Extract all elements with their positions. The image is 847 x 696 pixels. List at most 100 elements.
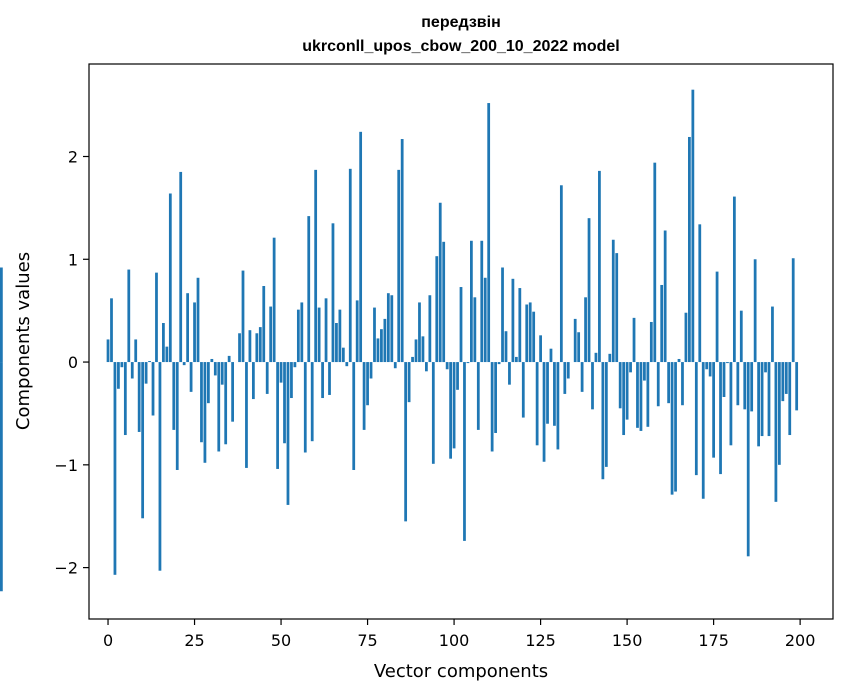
bar-93 xyxy=(428,295,432,363)
bar-54 xyxy=(293,362,297,368)
bar-44 xyxy=(258,327,262,363)
bar-103 xyxy=(463,362,466,541)
bar-36 xyxy=(231,362,234,422)
bar-192 xyxy=(771,306,774,363)
bar-97 xyxy=(442,241,446,363)
bar-190 xyxy=(764,362,767,373)
bar-98 xyxy=(445,362,449,370)
bar-9 xyxy=(137,362,141,432)
x-axis-label: Vector components xyxy=(374,661,548,682)
bar-173 xyxy=(705,362,709,370)
bar-18 xyxy=(168,193,172,363)
bar-33 xyxy=(220,362,224,385)
bar-146 xyxy=(611,239,615,363)
bar-99 xyxy=(449,362,452,459)
bar-78 xyxy=(376,338,380,363)
x-axis-ticks: 0 25 50 75 100 125 150 175 200 xyxy=(103,619,815,650)
bar-119 xyxy=(518,288,522,363)
bar-55 xyxy=(296,309,300,363)
bar-133 xyxy=(566,362,570,379)
bar-159 xyxy=(656,362,660,407)
bar-71 xyxy=(352,362,356,470)
bar-161 xyxy=(663,230,667,363)
bar-109 xyxy=(483,277,487,363)
bar-120 xyxy=(521,362,525,418)
bar-58 xyxy=(307,216,311,363)
bar-143 xyxy=(601,362,605,480)
bar-166 xyxy=(681,362,684,406)
bar-95 xyxy=(435,256,439,363)
bar-47 xyxy=(269,306,273,363)
bar-74 xyxy=(362,362,366,430)
chart-title-line2: ukrconll_upos_cbow_200_10_2022 model xyxy=(302,38,619,55)
bar-30 xyxy=(210,358,214,363)
bar-undefined xyxy=(0,267,3,363)
bar-10 xyxy=(141,362,145,519)
bar-60 xyxy=(314,169,318,363)
bar-69 xyxy=(345,362,349,367)
bar-59 xyxy=(310,362,314,442)
bar-187 xyxy=(753,259,757,363)
bar-80 xyxy=(383,318,387,363)
bar-197 xyxy=(788,362,792,436)
bar-2 xyxy=(113,362,117,575)
bar-125 xyxy=(539,335,542,363)
bar-24 xyxy=(189,362,193,392)
bar-110 xyxy=(487,103,491,363)
bar-82 xyxy=(390,295,394,363)
bar-169 xyxy=(691,89,695,363)
bar-191 xyxy=(767,362,771,437)
bar-14 xyxy=(155,272,158,363)
bar-182 xyxy=(736,362,740,406)
bar-42 xyxy=(251,362,255,400)
bar-127 xyxy=(546,362,549,424)
bar-17 xyxy=(165,346,169,363)
bar-136 xyxy=(577,332,581,363)
bar-94 xyxy=(431,362,435,464)
bar-70 xyxy=(348,168,352,363)
bar-64 xyxy=(328,362,331,395)
bar-174 xyxy=(708,362,712,377)
bar-112 xyxy=(494,362,497,433)
x-tick-label: 125 xyxy=(525,631,556,650)
x-tick-label: 175 xyxy=(698,631,729,650)
y-tick-label: 0 xyxy=(68,353,78,372)
bar-117 xyxy=(511,278,515,363)
bar-154 xyxy=(639,362,643,431)
bar-155 xyxy=(643,362,646,381)
bar-131 xyxy=(559,185,563,363)
bar-27 xyxy=(200,362,203,443)
bar-111 xyxy=(490,362,494,452)
bar-4 xyxy=(120,362,124,368)
bar-21 xyxy=(179,171,183,363)
bar-5 xyxy=(123,362,127,436)
bar-153 xyxy=(636,362,639,428)
bar-135 xyxy=(573,318,577,363)
bar-75 xyxy=(366,362,369,406)
bar-172 xyxy=(701,362,705,499)
bar-65 xyxy=(331,223,335,363)
bar-53 xyxy=(290,362,293,399)
bar-186 xyxy=(750,362,754,412)
bar-62 xyxy=(321,362,324,399)
bar-77 xyxy=(373,307,376,363)
bar-84 xyxy=(397,169,401,363)
bar-130 xyxy=(556,362,560,450)
x-tick-label: 25 xyxy=(184,631,204,650)
bar-12 xyxy=(148,361,151,363)
bar-6 xyxy=(127,269,131,363)
bar-177 xyxy=(719,362,722,475)
bar-175 xyxy=(712,362,715,458)
bar-35 xyxy=(227,355,231,363)
bar-198 xyxy=(791,258,795,363)
bar-183 xyxy=(739,310,743,363)
bar-50 xyxy=(279,362,283,383)
x-tick-label: 50 xyxy=(271,631,291,650)
bar-26 xyxy=(196,277,200,363)
bar-81 xyxy=(386,293,390,363)
bar-23 xyxy=(186,293,190,363)
bar-141 xyxy=(594,352,598,363)
bar-13 xyxy=(151,362,155,416)
bar-179 xyxy=(726,362,729,364)
